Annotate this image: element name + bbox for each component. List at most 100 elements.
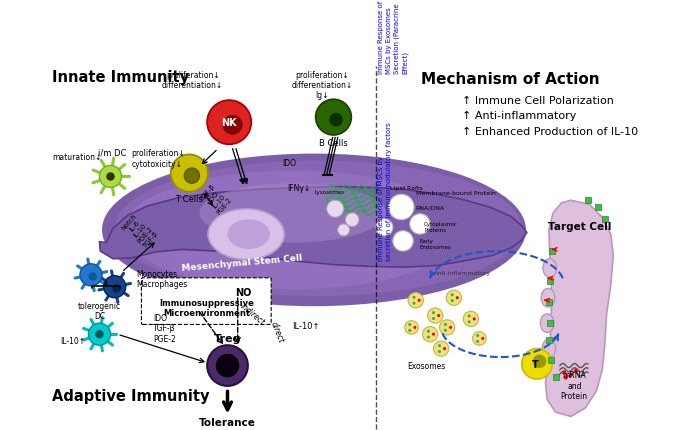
Circle shape [432, 311, 435, 314]
Ellipse shape [541, 289, 555, 307]
Text: Anti-inflammatory: Anti-inflammatory [434, 270, 491, 275]
Text: indirect: indirect [239, 301, 267, 327]
FancyBboxPatch shape [141, 278, 271, 325]
Circle shape [418, 299, 421, 302]
Circle shape [345, 213, 359, 227]
Circle shape [438, 344, 441, 347]
Text: ↑ Anti-inflammatory: ↑ Anti-inflammatory [463, 111, 577, 121]
Circle shape [440, 320, 455, 335]
Text: Lipid Rafts: Lipid Rafts [391, 185, 423, 190]
Text: Lysosomes: Lysosomes [314, 190, 344, 195]
Circle shape [456, 297, 458, 300]
Text: IL-10↑: IL-10↑ [60, 337, 85, 346]
Circle shape [468, 321, 470, 324]
Bar [602, 216, 608, 222]
Circle shape [405, 321, 419, 335]
Circle shape [88, 273, 97, 281]
Circle shape [428, 308, 443, 323]
Circle shape [207, 101, 251, 145]
Circle shape [427, 336, 430, 339]
Circle shape [327, 201, 344, 218]
Text: Tolerance: Tolerance [199, 418, 256, 427]
Circle shape [410, 214, 430, 235]
Circle shape [447, 290, 461, 306]
Bar [548, 357, 554, 363]
Text: NK: NK [221, 118, 237, 128]
Text: Innate Immunity: Innate Immunity [52, 70, 189, 85]
Circle shape [481, 337, 484, 340]
Circle shape [473, 332, 486, 345]
Circle shape [433, 341, 449, 356]
Text: T Cells: T Cells [176, 194, 203, 203]
Circle shape [423, 327, 438, 342]
Text: proliferation↓
cytotoxicity↓: proliferation↓ cytotoxicity↓ [132, 149, 186, 168]
Bar [595, 205, 601, 210]
Circle shape [522, 349, 552, 379]
Ellipse shape [102, 154, 526, 307]
Circle shape [432, 317, 435, 320]
Circle shape [408, 329, 412, 332]
Circle shape [449, 326, 452, 329]
Text: Mesenchymal Stem Cell: Mesenchymal Stem Cell [181, 253, 302, 272]
Circle shape [562, 370, 566, 375]
Text: Immune Response of MSCs by
secretion of Immunomodulatory factors: Immune Response of MSCs by secretion of … [379, 122, 392, 260]
Text: direct: direct [270, 320, 286, 344]
Circle shape [432, 333, 435, 336]
Text: B Cells: B Cells [319, 139, 348, 148]
Bar [585, 198, 591, 204]
Bar [546, 338, 552, 343]
Circle shape [376, 219, 393, 236]
Ellipse shape [123, 171, 463, 289]
Text: NO: NO [235, 287, 252, 297]
Text: IFNγ↓: IFNγ↓ [288, 184, 311, 193]
Text: Immunosuppressive
Microenvironment: Immunosuppressive Microenvironment [159, 298, 253, 317]
Circle shape [99, 166, 122, 188]
Circle shape [438, 350, 441, 353]
Ellipse shape [199, 184, 386, 243]
Text: i/m DC: i/m DC [98, 148, 127, 157]
Text: T: T [532, 359, 539, 369]
Bar [546, 299, 552, 305]
Text: IL-10↑: IL-10↑ [292, 322, 319, 330]
Text: IDO
TGF-β
PGE-2: IDO TGF-β PGE-2 [153, 313, 176, 343]
Ellipse shape [542, 339, 556, 358]
Circle shape [476, 334, 480, 337]
Circle shape [437, 314, 440, 317]
Circle shape [444, 329, 447, 332]
Circle shape [569, 373, 573, 377]
Circle shape [444, 323, 447, 326]
Text: Mechanism of Action: Mechanism of Action [421, 72, 599, 87]
Text: Immune Response of
MSCs by Exosomes
Secretion (Paracrine
Effect): Immune Response of MSCs by Exosomes Secr… [379, 1, 408, 74]
Circle shape [104, 276, 126, 298]
Circle shape [95, 330, 104, 339]
Text: mRNA
and
Protein: mRNA and Protein [561, 370, 588, 400]
Circle shape [207, 345, 248, 386]
Ellipse shape [115, 161, 522, 296]
Text: Treg: Treg [214, 333, 242, 343]
Circle shape [451, 294, 454, 297]
Ellipse shape [540, 314, 554, 333]
Circle shape [412, 302, 416, 305]
Text: TGF-β
IDO
IL-10
PGE-2: TGF-β IDO IL-10 PGE-2 [199, 183, 233, 215]
Polygon shape [99, 187, 527, 267]
Circle shape [389, 195, 414, 220]
Text: Adaptive Immunity: Adaptive Immunity [52, 389, 209, 403]
Text: Monocytes
Macrophages: Monocytes Macrophages [136, 269, 187, 288]
Circle shape [468, 315, 470, 318]
Ellipse shape [208, 209, 284, 260]
Circle shape [337, 224, 349, 236]
Circle shape [329, 114, 343, 127]
Bar [553, 374, 559, 380]
Text: maturation↓: maturation↓ [52, 152, 102, 161]
Text: Notch
IL-6
IL-10
PGE-2
TGF-β: Notch IL-6 IL-10 PGE-2 TGF-β [121, 212, 160, 249]
Circle shape [112, 285, 120, 293]
Polygon shape [545, 201, 613, 417]
Circle shape [473, 318, 476, 321]
Ellipse shape [543, 259, 556, 278]
Bar [550, 249, 555, 255]
Circle shape [476, 340, 480, 343]
Text: IDO: IDO [283, 158, 297, 167]
Text: ↑ Immune Cell Polarization: ↑ Immune Cell Polarization [463, 96, 614, 106]
Circle shape [414, 326, 416, 329]
Circle shape [184, 169, 199, 184]
